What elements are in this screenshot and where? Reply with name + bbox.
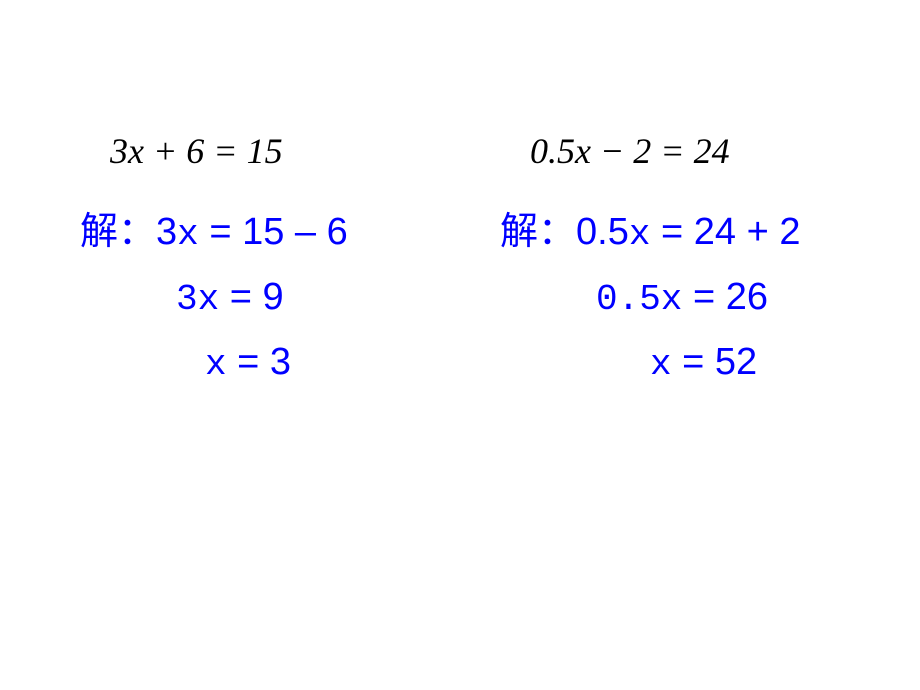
variable-x: x [205,344,227,385]
coefficient: 3 [156,211,177,253]
left-step-3: x = 3 [80,340,348,385]
solution-label: 解： [80,211,156,253]
step-rhs: = 52 [672,341,758,383]
step-rhs: = 15 – 6 [199,211,348,253]
coefficient-x: 3x [176,279,219,320]
equation-text: 0.5x − 2 = 24 [530,131,730,171]
right-step-3: x = 52 [500,340,800,385]
variable-x: x [177,214,199,255]
right-equation-block: 0.5x − 2 = 24 解：0.5x = 24 + 2 0.5x = 26 … [500,130,800,405]
coefficient-x: 0.5x [596,279,682,320]
left-equation-block: 3x + 6 = 15 解：3x = 15 – 6 3x = 9 x = 3 [80,130,348,405]
step-rhs: = 9 [219,276,283,318]
left-step-1: 解：3x = 15 – 6 [80,200,348,255]
variable-x: x [629,214,651,255]
step-rhs: = 26 [682,276,768,318]
step-rhs: = 24 + 2 [650,211,800,253]
right-step-2: 0.5x = 26 [500,275,800,320]
right-step-1: 解：0.5x = 24 + 2 [500,200,800,255]
left-equation: 3x + 6 = 15 [80,130,348,172]
equation-text: 3x + 6 = 15 [110,131,283,171]
left-step-2: 3x = 9 [80,275,348,320]
solution-label: 解： [500,211,576,253]
coefficient: 0.5 [576,211,629,253]
right-equation: 0.5x − 2 = 24 [500,130,800,172]
variable-x: x [650,344,672,385]
step-rhs: = 3 [227,341,291,383]
